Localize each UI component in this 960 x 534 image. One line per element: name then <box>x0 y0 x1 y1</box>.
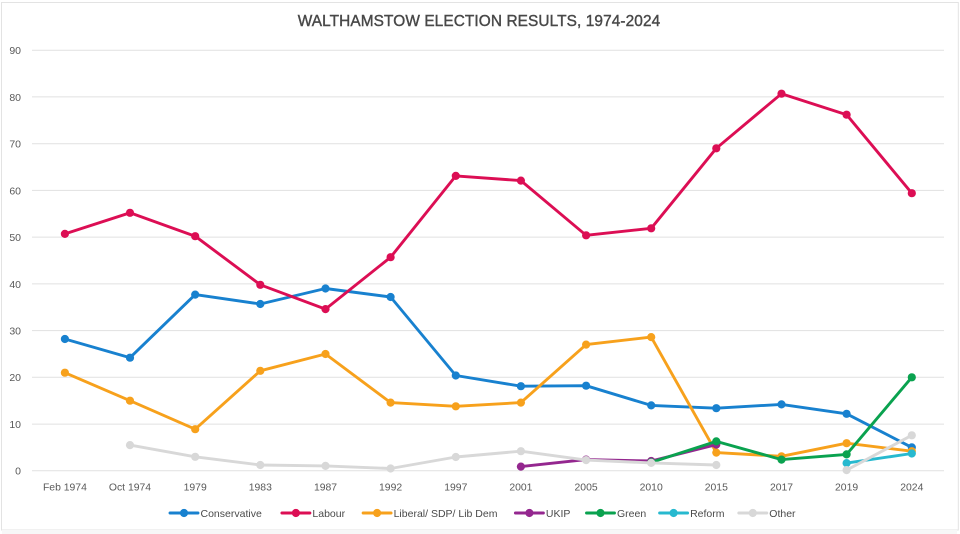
svg-text:40: 40 <box>9 279 21 291</box>
svg-text:Labour: Labour <box>312 508 345 520</box>
svg-text:20: 20 <box>9 372 21 384</box>
svg-text:2015: 2015 <box>705 482 728 493</box>
svg-text:Green: Green <box>617 508 646 520</box>
svg-text:2019: 2019 <box>835 482 858 493</box>
svg-text:Conservative: Conservative <box>201 508 262 520</box>
svg-text:Reform: Reform <box>690 508 725 520</box>
svg-text:1983: 1983 <box>249 482 272 493</box>
svg-text:0: 0 <box>15 466 21 478</box>
svg-text:2017: 2017 <box>770 482 793 493</box>
svg-text:Other: Other <box>769 508 796 520</box>
svg-text:10: 10 <box>9 419 21 431</box>
svg-text:50: 50 <box>9 232 21 244</box>
svg-text:Liberal/ SDP/ Lib Dem: Liberal/ SDP/ Lib Dem <box>394 508 498 520</box>
svg-text:60: 60 <box>9 185 21 197</box>
svg-text:2010: 2010 <box>640 482 663 493</box>
svg-text:WALTHAMSTOW ELECTION RESULTS,: WALTHAMSTOW ELECTION RESULTS, 1974-2024 <box>298 13 661 30</box>
svg-text:Feb 1974: Feb 1974 <box>43 482 87 493</box>
svg-text:2001: 2001 <box>509 482 532 493</box>
svg-text:1997: 1997 <box>444 482 467 493</box>
svg-text:2005: 2005 <box>575 482 598 493</box>
svg-text:90: 90 <box>9 45 21 57</box>
svg-text:80: 80 <box>9 92 21 104</box>
svg-text:1992: 1992 <box>379 482 402 493</box>
svg-text:UKIP: UKIP <box>546 508 571 520</box>
svg-text:Oct 1974: Oct 1974 <box>109 482 151 493</box>
svg-text:1979: 1979 <box>184 482 207 493</box>
svg-text:30: 30 <box>9 326 21 338</box>
svg-text:1987: 1987 <box>314 482 337 493</box>
svg-text:2024: 2024 <box>900 482 923 493</box>
svg-text:70: 70 <box>9 139 21 151</box>
